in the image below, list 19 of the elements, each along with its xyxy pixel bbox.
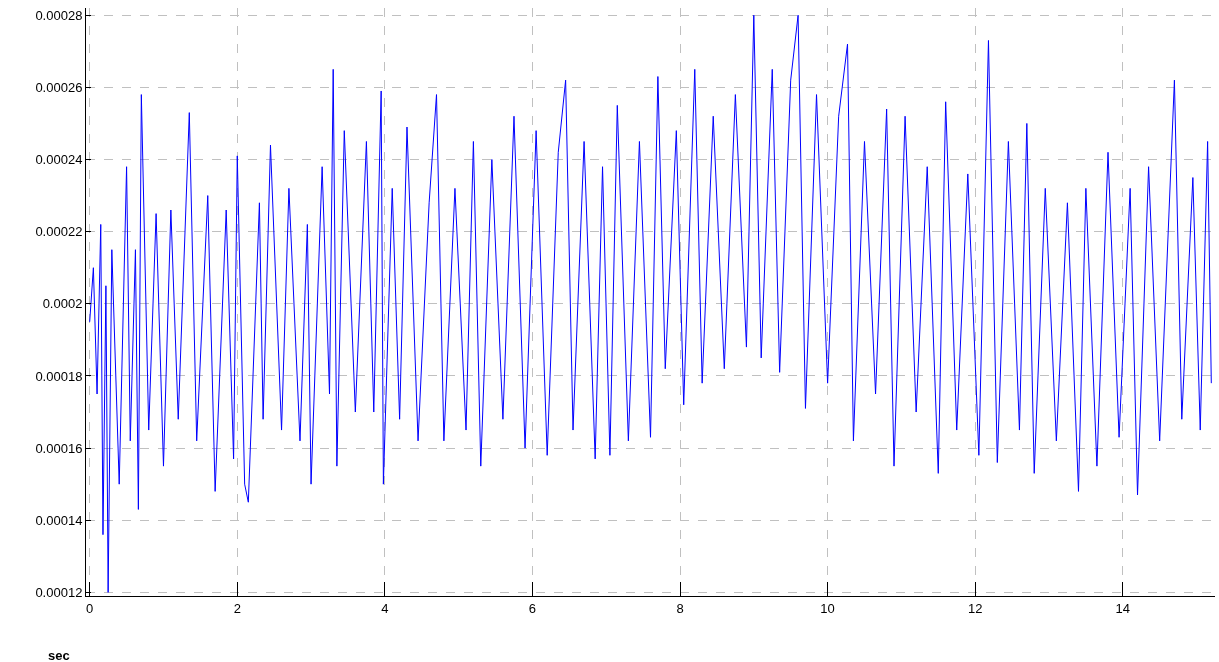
line-series <box>89 14 1212 593</box>
y-tick-label: 0.00022 <box>35 224 83 240</box>
x-tick-label: 4 <box>381 600 389 616</box>
y-tick-label: 0.00024 <box>35 152 83 168</box>
x-tick-label: 6 <box>528 600 537 616</box>
x-tick-label: 2 <box>233 600 241 616</box>
x-tick-label: 8 <box>676 600 684 616</box>
y-tick-label: 0.00014 <box>35 512 83 528</box>
y-tick-label: 0.00028 <box>35 7 83 23</box>
x-tick-label: 10 <box>820 600 835 616</box>
x-tick-label: 12 <box>967 600 983 616</box>
x-tick-label: 14 <box>1115 600 1130 616</box>
y-tick-label: 0.00016 <box>35 440 83 456</box>
x-axis-title: sec <box>48 648 70 662</box>
x-tick-label: 0 <box>86 600 94 616</box>
y-tick-label: 0.00018 <box>35 368 83 384</box>
y-tick-label: 0.00012 <box>35 584 83 600</box>
y-tick-label: 0.0002 <box>42 296 83 312</box>
y-tick-label: 0.00026 <box>35 79 83 95</box>
